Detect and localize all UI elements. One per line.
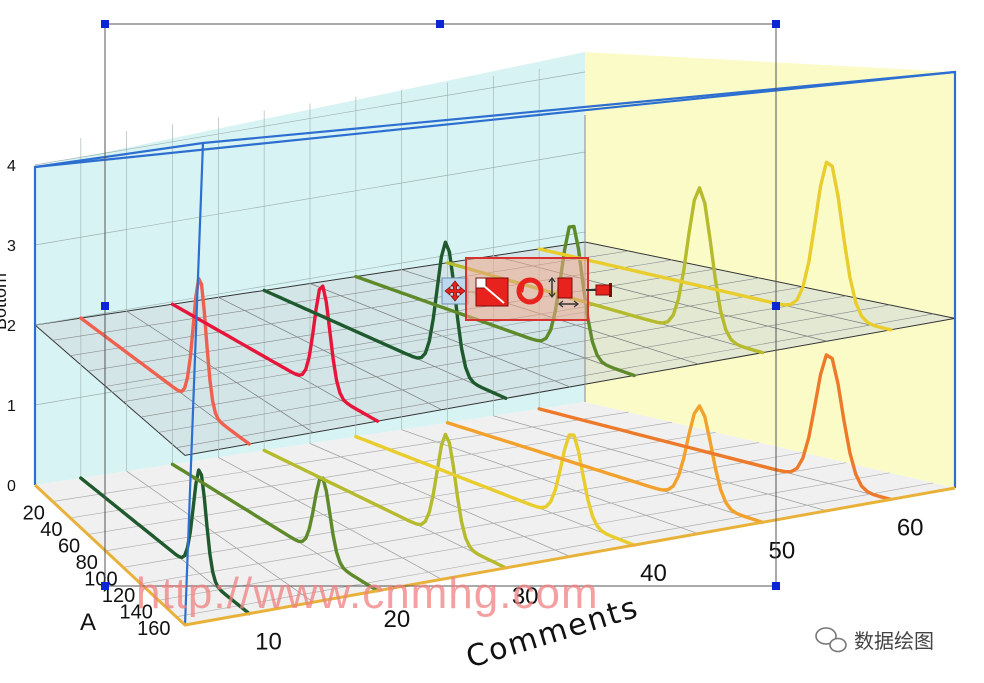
series-line-l6 xyxy=(537,353,893,502)
grid-line xyxy=(70,421,673,519)
grid-line xyxy=(126,310,314,433)
resize-handle[interactable] xyxy=(101,582,109,590)
grid-line xyxy=(158,304,890,433)
resize-handle[interactable] xyxy=(772,302,780,310)
y-tick-label: 80 xyxy=(76,552,98,574)
selection-box[interactable] xyxy=(101,20,780,590)
y-tick-label: 40 xyxy=(40,519,62,541)
x-tick-label: 50 xyxy=(769,537,796,564)
y-tick-label: 120 xyxy=(102,585,135,607)
frame-edge xyxy=(33,70,957,488)
grid-line xyxy=(52,411,629,502)
brand-text: 数据绘图 xyxy=(854,629,934,653)
grid-line xyxy=(123,452,803,568)
plot-frame xyxy=(33,70,957,627)
grid-line xyxy=(218,297,442,411)
z-axis-ticks: 0 1 2 3 4 xyxy=(7,158,16,495)
y-tick-label: 160 xyxy=(137,618,170,640)
series-line-l2 xyxy=(170,462,380,593)
series-line-l1 xyxy=(79,468,251,616)
grid-line xyxy=(309,283,571,388)
series-line-u2 xyxy=(170,284,380,423)
grid-line xyxy=(34,231,586,326)
series-line-l4 xyxy=(354,433,636,547)
series-line-l3 xyxy=(262,432,508,570)
grid-line xyxy=(126,470,314,603)
rotate-icon[interactable] xyxy=(516,277,544,305)
frame-edge xyxy=(34,70,956,169)
grid-line xyxy=(140,462,847,585)
grid-line xyxy=(493,415,827,512)
url-watermark: http://www.cnmhg.com xyxy=(136,569,599,618)
back-wall-right xyxy=(585,52,955,488)
z-tick-label: 2 xyxy=(7,318,16,335)
move-icon[interactable] xyxy=(444,280,466,302)
x-tick-label: 60 xyxy=(897,514,924,541)
grid-line xyxy=(123,286,803,403)
grid-line xyxy=(158,472,890,601)
y-tick-label: 20 xyxy=(23,502,45,524)
x-axis-ticks: 10 20 30 40 50 60 xyxy=(255,514,923,655)
resize-handle[interactable] xyxy=(772,20,780,28)
x-tick-label: 10 xyxy=(255,629,282,656)
z-axis-label: Bottom xyxy=(0,273,10,330)
brand-watermark: 数据绘图 xyxy=(815,627,934,653)
resize-handle[interactable] xyxy=(436,20,444,28)
scale-icon[interactable] xyxy=(548,277,579,308)
axis-bar xyxy=(33,483,956,627)
resize-handle[interactable] xyxy=(772,582,780,590)
y-axis-label: A xyxy=(80,609,96,636)
grid-line xyxy=(34,151,586,246)
x-tick-label: 40 xyxy=(640,560,667,587)
resize-handle[interactable] xyxy=(101,302,109,310)
grid-line xyxy=(140,295,847,418)
series-line-u3 xyxy=(262,240,508,400)
x-tick-label: 30 xyxy=(512,583,539,610)
z-tick-label: 0 xyxy=(7,478,16,495)
grid-line xyxy=(176,313,934,449)
wechat-icon xyxy=(815,627,847,653)
series-line-l5 xyxy=(445,404,765,524)
series-line-u1 xyxy=(79,276,251,446)
resize-handle[interactable] xyxy=(101,20,109,28)
series-line-u6 xyxy=(537,160,893,332)
y-tick-label: 140 xyxy=(120,601,153,623)
grid-line xyxy=(309,443,571,557)
y-tick-label: 60 xyxy=(58,535,80,557)
z-tick-label: 1 xyxy=(7,398,16,415)
pin-icon[interactable] xyxy=(586,283,612,297)
resize-icon[interactable] xyxy=(475,277,509,307)
y-tick-label: 100 xyxy=(84,568,117,590)
x-tick-label: 20 xyxy=(384,606,411,633)
z-tick-label: 3 xyxy=(7,238,16,255)
frame-edge xyxy=(183,142,205,626)
grid-line xyxy=(176,482,934,618)
mini-toolbar[interactable] xyxy=(441,257,612,321)
grid-line xyxy=(34,71,586,166)
z-tick-label: 4 xyxy=(7,158,16,175)
